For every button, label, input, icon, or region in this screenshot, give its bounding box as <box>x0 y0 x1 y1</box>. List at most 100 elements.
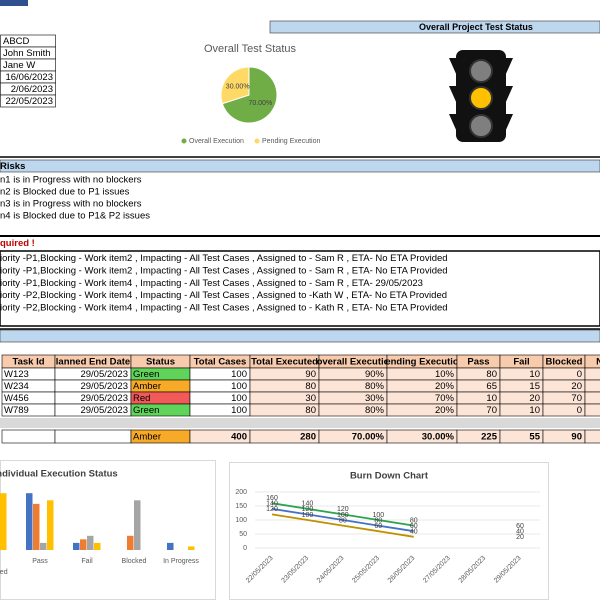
table-text: 90% <box>365 369 385 380</box>
column-header: No <box>596 357 600 368</box>
table-text-cell <box>584 379 600 393</box>
column-header: Total Cases <box>194 357 247 368</box>
legend-label: Pending Execution <box>262 138 320 145</box>
total-text: 90 <box>571 432 582 443</box>
table-text-cell <box>584 391 600 405</box>
table-text: 29/05/2023 <box>80 369 128 380</box>
bar <box>188 546 195 550</box>
data-label: 80 <box>339 517 347 524</box>
table-text: 0 <box>577 405 582 416</box>
column-header: Pass <box>467 357 489 368</box>
table-text: 15 <box>529 381 540 392</box>
blocker-item: iority -P2,Blocking - Work item4 , Impac… <box>0 303 448 314</box>
info-text: Jane W <box>3 60 35 71</box>
table-text: 0 <box>577 369 582 380</box>
bar <box>167 542 174 550</box>
info-text: 16/06/2023 <box>5 72 53 83</box>
table-text: 30 <box>305 393 316 404</box>
pie-label: 30.00% <box>226 84 250 91</box>
data-label: 60 <box>410 523 418 530</box>
column-header: lanned End Date <box>56 357 130 368</box>
table-text: 10 <box>529 405 540 416</box>
info-text: John Smith <box>3 48 51 59</box>
y-tick-label: 50 <box>239 531 247 538</box>
x-tick-label: Fail <box>81 558 93 565</box>
blocker-item: iority -P1,Blocking - Work item4 , Impac… <box>0 278 423 289</box>
y-tick-label: 100 <box>235 517 247 524</box>
total-text-cell <box>1 429 56 444</box>
table-text: W456 <box>4 393 29 404</box>
table-text: Green <box>133 405 159 416</box>
legend-marker <box>181 138 187 144</box>
data-label: 120 <box>266 506 278 513</box>
data-label: 80 <box>410 517 418 524</box>
table-text: 100 <box>231 393 247 404</box>
pie-title: Overall Test Status <box>204 43 297 55</box>
column-header: Task Id <box>12 357 44 368</box>
table-text: Red <box>133 393 150 404</box>
table-text: 10% <box>435 369 455 380</box>
traffic-light <box>449 50 513 142</box>
total-text: 225 <box>481 432 498 443</box>
column-header: Status <box>146 357 175 368</box>
bar <box>94 542 101 550</box>
table-text: 29/05/2023 <box>80 393 128 404</box>
table-text: 100 <box>231 405 247 416</box>
table-text: 30% <box>365 393 385 404</box>
data-label: 20 <box>516 534 524 541</box>
data-label: 120 <box>302 506 314 513</box>
bar <box>134 500 141 550</box>
table-text: 29/05/2023 <box>80 405 128 416</box>
risk-item: n4 is Blocked due to P1& P2 issues <box>0 211 150 222</box>
table-text: 20% <box>435 381 455 392</box>
legend-marker <box>254 138 260 144</box>
table-text: 90 <box>305 369 316 380</box>
line-chart-box <box>229 462 549 600</box>
x-tick-label: Blocked <box>122 558 147 565</box>
data-label: 160 <box>266 495 278 502</box>
total-status: Amber <box>133 432 161 443</box>
blocker-item: iority -P1,Blocking - Work item2 , Impac… <box>0 265 448 276</box>
table-text-cell <box>584 403 600 417</box>
table-text: 80 <box>486 369 497 380</box>
data-label: 100 <box>337 512 349 519</box>
y-tick-label: 0 <box>243 545 247 552</box>
table-text: W234 <box>4 381 29 392</box>
table-text: 100 <box>231 369 247 380</box>
table-text-cell <box>584 367 600 381</box>
legend-label: Overall Execution <box>189 138 244 145</box>
table-text: Amber <box>133 381 161 392</box>
data-label: 100 <box>372 512 384 519</box>
table-text: 70 <box>571 393 582 404</box>
table-text: 100 <box>231 381 247 392</box>
bar <box>80 539 87 550</box>
table-text: Green <box>133 369 159 380</box>
info-text: 22/05/2023 <box>5 96 53 107</box>
bar <box>87 535 94 550</box>
info-cell <box>0 94 56 108</box>
bar <box>26 493 33 550</box>
x-tick-label: In Progress <box>163 558 199 565</box>
total-text: 55 <box>529 432 540 443</box>
table-text: 80 <box>305 381 316 392</box>
data-label: 140 <box>302 501 314 508</box>
data-label: 40 <box>410 529 418 536</box>
bar <box>33 503 40 550</box>
table-gap <box>0 418 600 428</box>
blockers-title: quired ! <box>0 238 35 249</box>
line-title: Burn Down Chart <box>350 471 429 482</box>
data-label: 60 <box>374 523 382 530</box>
y-tick-label: 200 <box>235 489 247 496</box>
total-text-cell <box>584 429 600 444</box>
total-text: 280 <box>300 432 316 443</box>
pie-slice <box>221 66 278 124</box>
table-text: 29/05/2023 <box>80 381 128 392</box>
data-label: 100 <box>302 512 314 519</box>
x-tick-label: Pass <box>32 558 48 565</box>
section-bar <box>0 329 600 343</box>
risk-item: n3 is in Progress with no blockers <box>0 199 142 210</box>
info-text: 2/06/2023 <box>11 84 53 95</box>
column-header: overall Executio <box>317 357 390 368</box>
blocker-item: iority -P1,Blocking - Work item2 , Impac… <box>0 253 448 264</box>
blockers-box <box>0 250 600 327</box>
